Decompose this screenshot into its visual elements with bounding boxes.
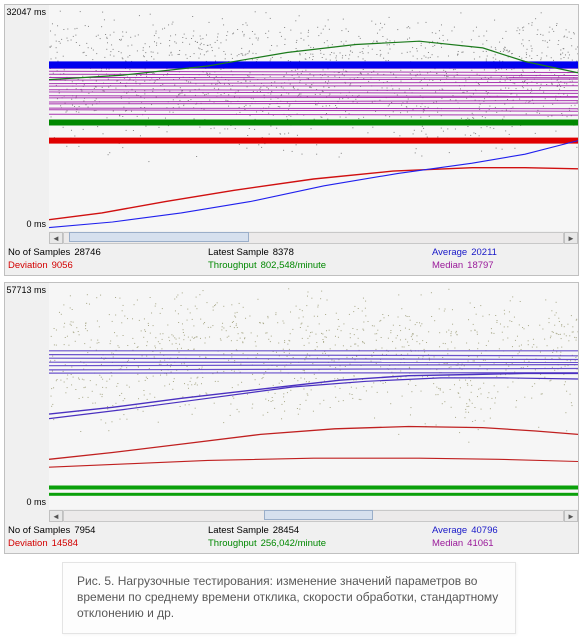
stat-median: Median 18797 xyxy=(432,259,494,272)
y-min-label: 0 ms xyxy=(5,219,46,229)
chart-panel-1: 32047 ms 0 ms ◄ ► No of Samples 28746 La… xyxy=(4,4,579,276)
scroll-left-arrow[interactable]: ◄ xyxy=(49,510,63,522)
chart-panel-2: 57713 ms 0 ms ◄ ► No of Samples 7954 Lat… xyxy=(4,282,579,554)
caption-text: Рис. 5. Нагрузочные тестирования: измене… xyxy=(77,573,501,621)
stat-throughput: Throughput 256,042/minute xyxy=(208,537,432,550)
stat-no-samples: No of Samples 7954 xyxy=(8,524,208,537)
scroll-right-arrow[interactable]: ► xyxy=(564,232,578,244)
y-axis-2: 57713 ms 0 ms xyxy=(5,283,49,509)
stat-no-samples: No of Samples 28746 xyxy=(8,246,208,259)
stat-average: Average 40796 xyxy=(432,524,498,537)
scrollbar-row-2: ◄ ► xyxy=(5,509,578,523)
stats-block-2: No of Samples 7954 Latest Sample 28454 A… xyxy=(5,523,578,553)
stat-deviation: Deviation 9056 xyxy=(8,259,208,272)
scrollbar-track-1[interactable] xyxy=(63,232,564,244)
scrollbar-thumb-1[interactable] xyxy=(69,232,249,242)
figure-caption: Рис. 5. Нагрузочные тестирования: измене… xyxy=(62,562,516,634)
stat-latest: Latest Sample 28454 xyxy=(208,524,432,537)
y-max-label: 57713 ms xyxy=(5,285,46,295)
scrollbar-thumb-2[interactable] xyxy=(264,510,374,520)
scrollbar-track-2[interactable] xyxy=(63,510,564,522)
stat-deviation: Deviation 14584 xyxy=(8,537,208,550)
stat-latest: Latest Sample 8378 xyxy=(208,246,432,259)
stat-throughput: Throughput 802,548/minute xyxy=(208,259,432,272)
stat-average: Average 20211 xyxy=(432,246,497,259)
scroll-left-arrow[interactable]: ◄ xyxy=(49,232,63,244)
stat-median: Median 41061 xyxy=(432,537,494,550)
chart-area-2: 57713 ms 0 ms xyxy=(5,283,578,509)
chart-area-1: 32047 ms 0 ms xyxy=(5,5,578,231)
y-max-label: 32047 ms xyxy=(5,7,46,17)
chart-canvas-2 xyxy=(49,283,578,509)
scrollbar-row-1: ◄ ► xyxy=(5,231,578,245)
y-min-label: 0 ms xyxy=(5,497,46,507)
stats-block-1: No of Samples 28746 Latest Sample 8378 A… xyxy=(5,245,578,275)
scroll-right-arrow[interactable]: ► xyxy=(564,510,578,522)
chart-canvas-1 xyxy=(49,5,578,231)
y-axis-1: 32047 ms 0 ms xyxy=(5,5,49,231)
